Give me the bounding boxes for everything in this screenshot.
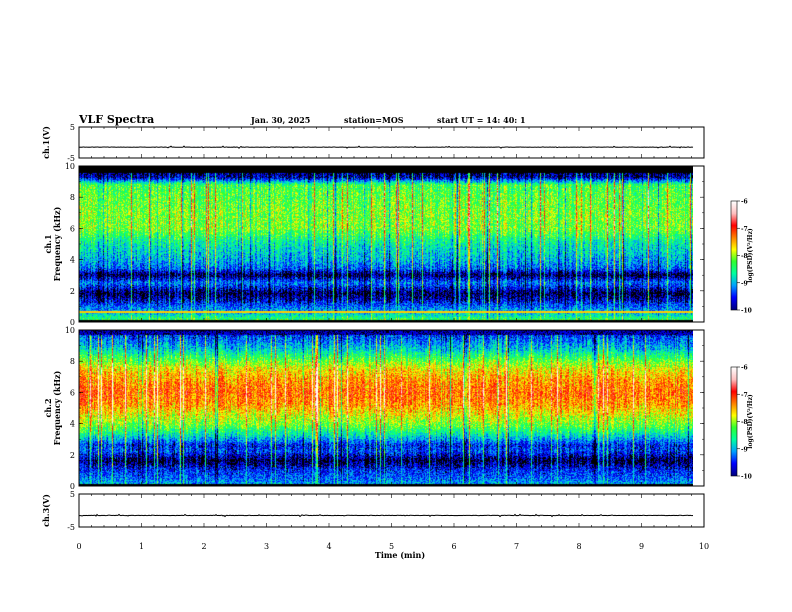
colorbar-tick-label: -7	[741, 226, 748, 233]
colorbar-tick-label: -9	[741, 446, 748, 453]
y-tick-label: 6	[70, 224, 75, 233]
ch3-waveform-trace	[78, 513, 694, 518]
colorbar-label: log(PSD)(V²/Hz)	[747, 394, 754, 449]
panel-frame	[78, 126, 705, 159]
y-tick-label: 0	[70, 318, 75, 327]
y-axis-label: ch.1(V)	[41, 126, 51, 159]
x-tick-label: 8	[576, 542, 581, 551]
colorbar-label: log(PSD)(V²/Hz)	[747, 228, 754, 283]
ch2-colorbar	[731, 367, 737, 476]
x-tick-label: 2	[201, 542, 206, 551]
y-axis-label-frequency: Frequency (kHz)	[52, 206, 62, 281]
date-label: Jan. 30, 2025	[250, 115, 310, 125]
x-tick-label: 1	[139, 542, 144, 551]
y-axis-label-channel: ch.2	[43, 398, 53, 417]
colorbar-tick-label: -7	[741, 392, 748, 399]
colorbar-tick-label: -8	[741, 419, 748, 426]
colorbar-tick-label: -6	[741, 199, 748, 206]
y-tick-label: 8	[70, 357, 75, 366]
ch1-colorbar	[731, 201, 737, 310]
y-tick-label: 6	[70, 388, 75, 397]
ch1-spectrogram-image	[79, 166, 693, 322]
y-tick-label: -5	[67, 523, 75, 532]
y-axis-label-frequency: Frequency (kHz)	[52, 370, 62, 445]
ch1-waveform-trace	[78, 145, 694, 149]
x-tick-label: 0	[76, 542, 81, 551]
colorbar-tick-label: -8	[741, 253, 748, 260]
x-tick-label: 9	[639, 542, 644, 551]
y-tick-label: 10	[65, 326, 75, 335]
colorbar-tick-label: -10	[741, 474, 752, 481]
y-tick-label: -5	[67, 154, 75, 163]
y-tick-label: 0	[70, 482, 75, 491]
y-tick-label: 5	[70, 123, 75, 132]
y-tick-label: 4	[70, 256, 75, 265]
x-tick-label: 4	[326, 542, 331, 551]
axes-and-marks: -6 -7 -8 -9 -10 log(PSD)(V²/Hz) -6 -7 -8 -9 -10 log…	[41, 123, 754, 560]
colorbar-tick-label: -9	[741, 280, 748, 287]
x-tick-label: 7	[514, 542, 519, 551]
ch2-spectrogram-image	[79, 330, 693, 486]
y-tick-label: 2	[70, 451, 75, 460]
y-axis-label: ch.3(V)	[41, 494, 51, 527]
x-tick-label: 6	[451, 542, 456, 551]
y-tick-label: 4	[70, 420, 75, 429]
x-tick-label: 5	[389, 542, 394, 551]
station-label: station=MOS	[344, 115, 404, 125]
y-tick-label: 10	[65, 162, 75, 171]
panel-frame	[78, 493, 705, 528]
figure-title: VLF Spectra	[78, 113, 154, 126]
colorbar-tick-label: -6	[741, 365, 748, 372]
start-time-label: start UT = 14: 40: 1	[437, 115, 526, 125]
y-tick-label: 5	[70, 490, 75, 499]
colorbar-tick-label: -10	[741, 308, 752, 315]
x-tick-label: 10	[699, 542, 709, 551]
y-tick-label: 8	[70, 193, 75, 202]
x-tick-label: 3	[264, 542, 269, 551]
y-tick-label: 2	[70, 287, 75, 296]
x-axis-label: Time (min)	[375, 550, 425, 560]
y-axis-label-channel: ch.1	[43, 234, 53, 253]
